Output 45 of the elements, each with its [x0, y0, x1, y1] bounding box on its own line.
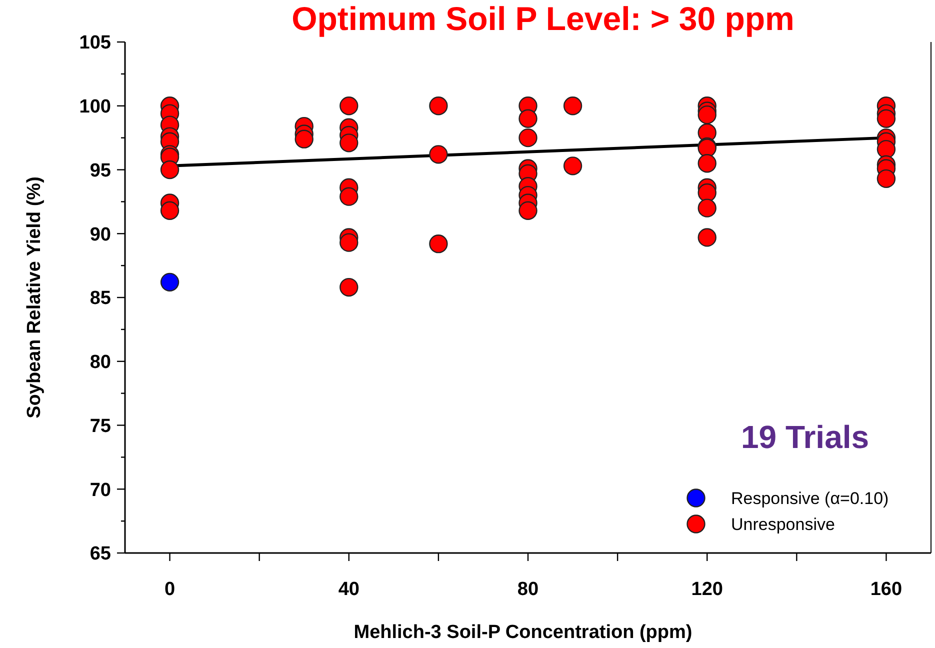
y-tick-label: 90	[90, 224, 111, 246]
point	[563, 156, 582, 176]
x-tick-label: 120	[691, 579, 723, 600]
y-tick-label: 65	[90, 544, 112, 565]
point	[294, 130, 314, 148]
x-axis-title: Mehlich-3 Soil-P Concentration (ppm)	[354, 622, 692, 643]
point	[340, 134, 358, 152]
point	[160, 160, 180, 180]
point	[698, 154, 716, 173]
point	[429, 234, 448, 254]
point	[518, 128, 538, 148]
y-tick-label: 95	[90, 160, 112, 182]
point	[698, 183, 716, 202]
x-tick-label: 40	[338, 579, 360, 600]
point	[698, 228, 716, 247]
point	[698, 105, 716, 124]
point	[518, 109, 538, 128]
y-tick-label: 75	[90, 416, 112, 437]
point	[429, 96, 448, 116]
point	[876, 109, 896, 128]
y-axis-title: Soybean Relative Yield (%)	[24, 176, 45, 418]
point	[340, 96, 358, 116]
point	[340, 187, 358, 206]
chart-title: Optimum Soil P Level: > 30 ppm	[292, 0, 794, 37]
y-tick-label: 85	[90, 288, 112, 310]
point	[876, 169, 896, 188]
y-tick-label: 105	[79, 32, 112, 54]
legend-label: Responsive (α=0.10)	[731, 488, 889, 508]
x-tick-label: 80	[517, 579, 539, 600]
legend-label: Unresponsive	[731, 514, 835, 534]
point	[160, 201, 180, 220]
point	[160, 272, 180, 292]
point	[876, 140, 896, 159]
point	[563, 96, 582, 116]
y-tick-label: 100	[79, 96, 111, 118]
x-tick-label: 160	[870, 579, 902, 600]
annotation: 19 Trials	[740, 419, 870, 455]
x-tick-label: 0	[164, 579, 176, 600]
point	[429, 145, 448, 164]
y-tick-label: 70	[90, 480, 111, 501]
point	[518, 201, 538, 220]
y-tick-label: 80	[90, 352, 111, 374]
point	[698, 198, 716, 218]
point	[340, 233, 358, 252]
point	[340, 278, 358, 297]
